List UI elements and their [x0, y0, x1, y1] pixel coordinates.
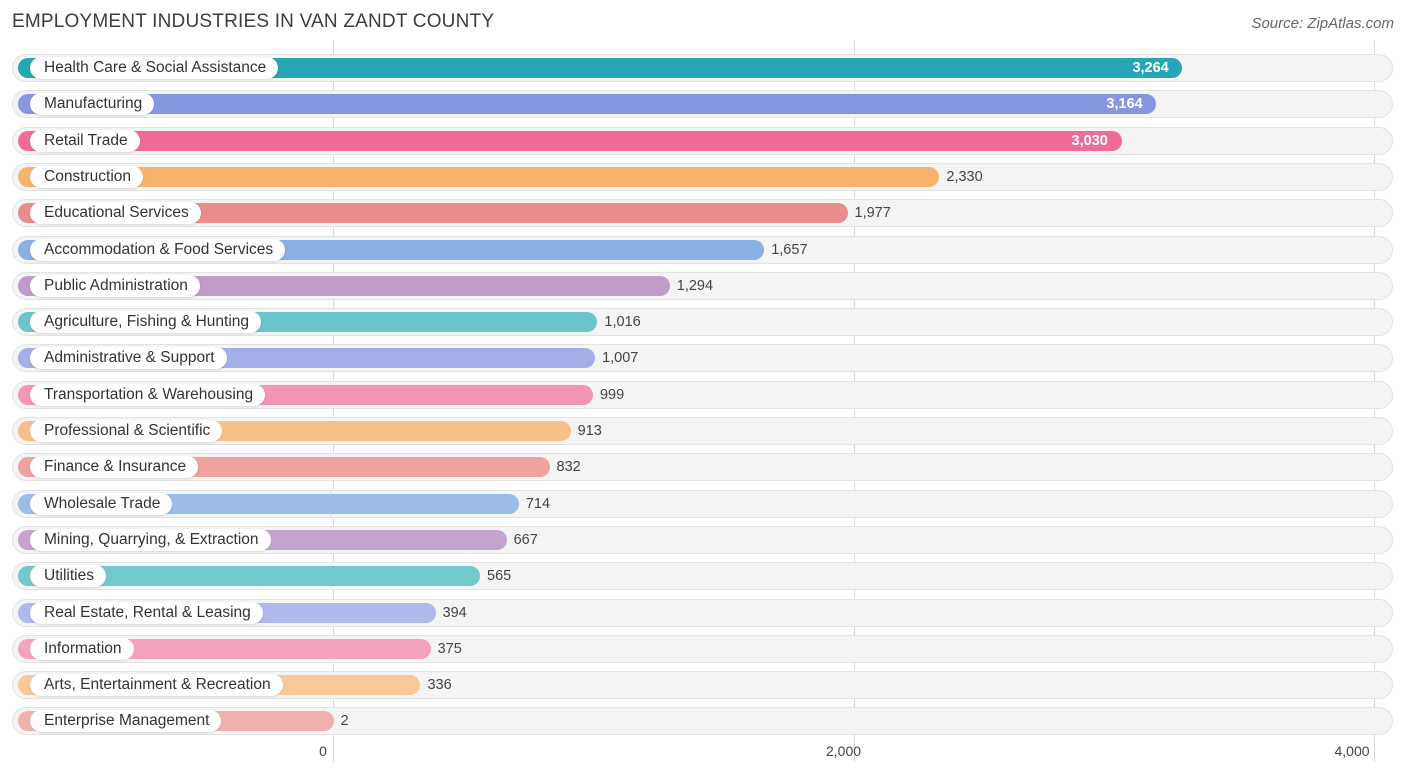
value-label: 565 [487, 568, 512, 584]
value-label: 336 [427, 677, 452, 693]
category-label: Mining, Quarrying, & Extraction [30, 529, 271, 551]
category-label: Wholesale Trade [30, 493, 173, 515]
category-label: Real Estate, Rental & Leasing [30, 602, 263, 624]
category-label: Agriculture, Fishing & Hunting [30, 311, 262, 333]
value-label: 2,330 [946, 169, 983, 185]
bar[interactable] [18, 566, 481, 586]
x-tick-label: 2,000 [825, 743, 862, 759]
value-label: 714 [525, 496, 551, 512]
value-label: 1,016 [604, 314, 641, 330]
category-label: Construction [30, 166, 144, 188]
category-label: Professional & Scientific [30, 420, 223, 442]
category-label: Educational Services [30, 202, 201, 224]
category-label: Accommodation & Food Services [30, 239, 286, 261]
value-label: 1,294 [676, 278, 714, 294]
category-label: Administrative & Support [30, 347, 227, 369]
category-label: Transportation & Warehousing [30, 384, 266, 406]
category-label: Retail Trade [30, 130, 140, 152]
value-label: 1,977 [854, 205, 891, 221]
bar[interactable] [18, 167, 940, 187]
value-label: 3,030 [1071, 133, 1108, 149]
chart-title: EMPLOYMENT INDUSTRIES IN VAN ZANDT COUNT… [12, 11, 495, 32]
category-label: Information [30, 638, 134, 660]
value-label: 375 [437, 641, 462, 657]
category-label: Utilities [30, 565, 106, 587]
category-label: Manufacturing [30, 93, 155, 115]
value-label: 999 [599, 387, 625, 403]
category-label: Finance & Insurance [30, 456, 199, 478]
category-label: Health Care & Social Assistance [30, 57, 279, 79]
value-label: 1,007 [602, 350, 639, 366]
bar[interactable] [18, 58, 1183, 78]
bar[interactable] [18, 94, 1157, 114]
x-tick-label: 4,000 [1334, 743, 1370, 759]
category-label: Public Administration [30, 275, 200, 297]
value-label: 3,264 [1132, 60, 1169, 76]
value-label: 913 [577, 423, 602, 439]
x-tick-label: 0 [319, 743, 327, 759]
bar[interactable] [18, 131, 1122, 151]
value-label: 832 [556, 459, 581, 475]
value-label: 667 [513, 532, 538, 548]
value-label: 2 [340, 713, 349, 729]
value-label: 394 [442, 605, 467, 621]
value-label: 1,657 [771, 242, 808, 258]
value-label: 3,164 [1106, 96, 1143, 112]
category-label: Arts, Entertainment & Recreation [30, 674, 283, 696]
category-label: Enterprise Management [30, 710, 222, 732]
source-credit: Source: ZipAtlas.com [1251, 15, 1394, 32]
bar[interactable] [18, 203, 848, 223]
